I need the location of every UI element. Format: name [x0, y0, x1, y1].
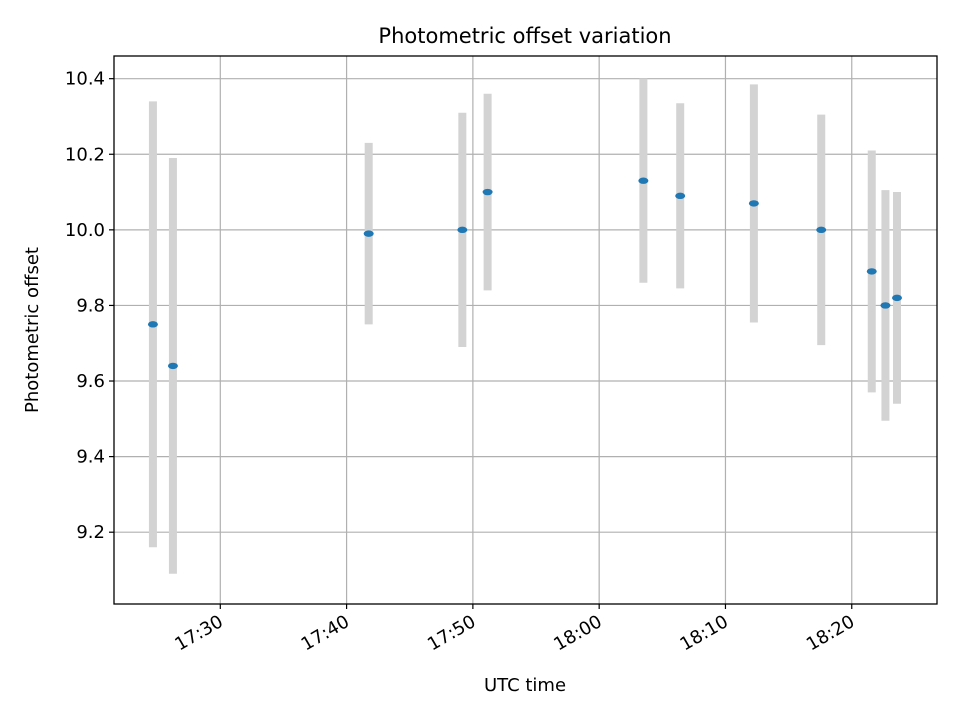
y-tick-label: 10.0	[65, 220, 105, 241]
data-point	[482, 188, 493, 196]
y-tick-label: 10.2	[65, 144, 105, 165]
data-points	[147, 177, 903, 370]
data-point	[675, 192, 686, 200]
plot-area-background	[114, 56, 937, 604]
data-point	[892, 294, 903, 302]
chart-title: Photometric offset variation	[378, 24, 671, 48]
data-point	[748, 200, 759, 207]
data-point	[816, 226, 827, 234]
data-point	[638, 177, 649, 184]
data-point	[363, 230, 374, 237]
grid-lines	[114, 56, 937, 604]
y-tick-label: 9.8	[76, 295, 105, 316]
data-point	[147, 321, 158, 328]
y-axis-title: Photometric offset	[22, 247, 43, 413]
y-tick-label: 9.4	[76, 447, 105, 468]
data-point	[880, 302, 891, 309]
data-point	[167, 362, 178, 370]
y-tick-label: 9.6	[76, 371, 105, 392]
data-point	[866, 268, 877, 275]
y-tick-label: 10.4	[65, 69, 105, 90]
y-tick-label: 9.2	[76, 522, 105, 543]
x-axis-title: UTC time	[484, 675, 566, 696]
data-point	[457, 226, 468, 234]
plot-frame	[113, 55, 938, 605]
